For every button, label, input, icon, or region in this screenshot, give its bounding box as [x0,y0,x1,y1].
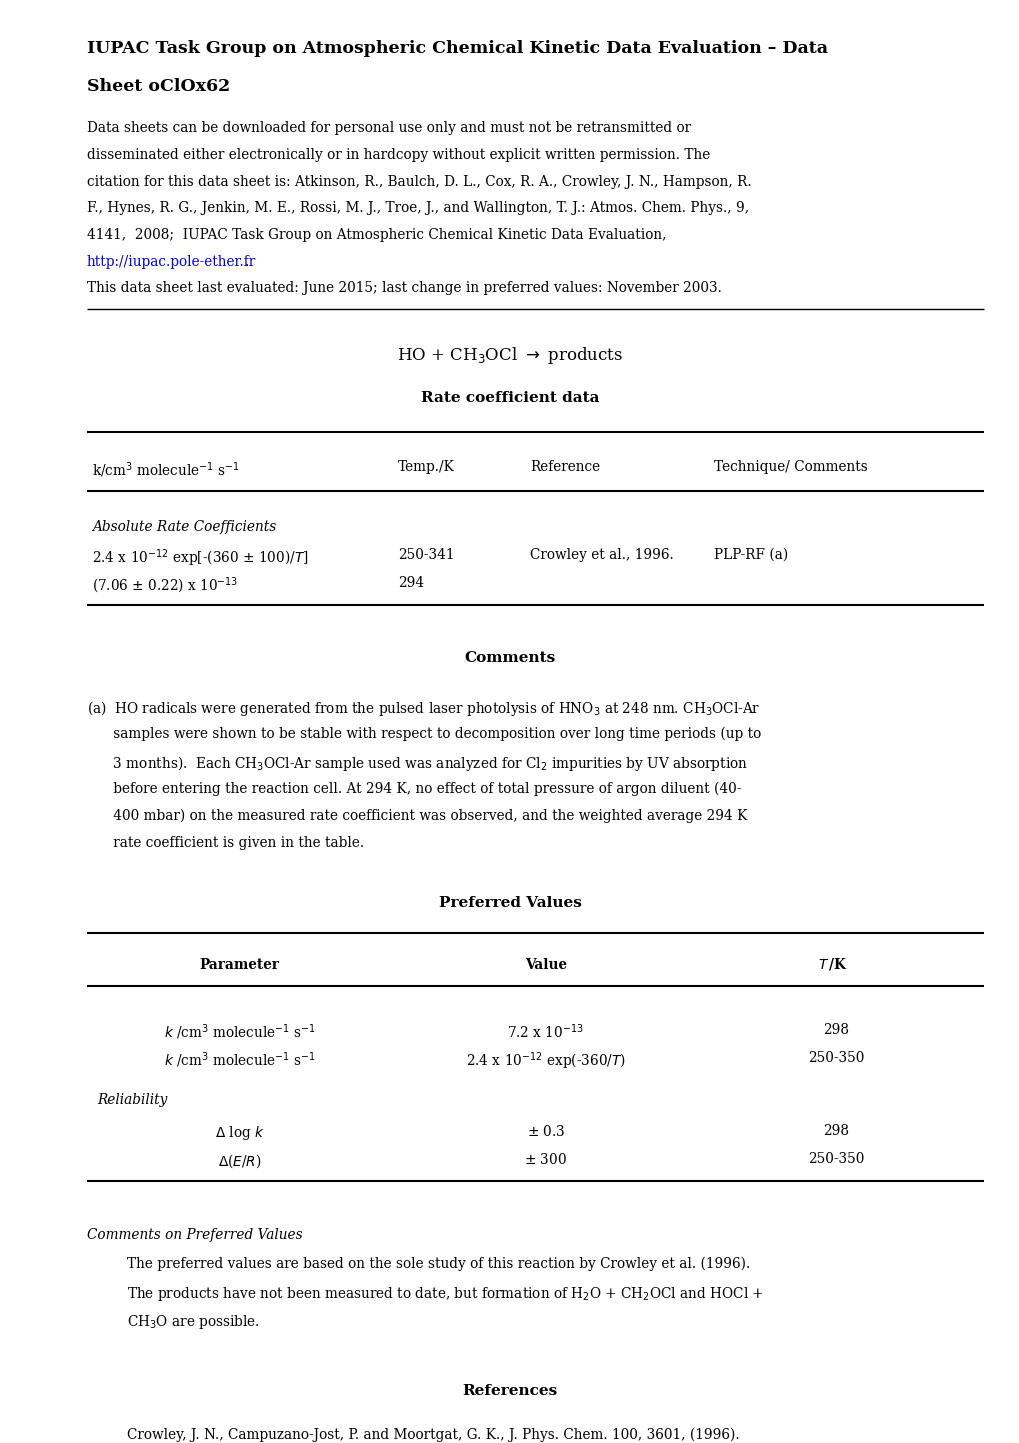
Text: Preferred Values: Preferred Values [438,896,581,909]
Text: $\pm$ 300: $\pm$ 300 [524,1152,567,1167]
Text: $T$: $T$ [817,958,828,971]
Text: 7.2 x 10$^{-13}$: 7.2 x 10$^{-13}$ [506,1023,584,1042]
Text: Temp./K: Temp./K [397,460,454,475]
Text: HO + CH$_3$OCl $\rightarrow$ products: HO + CH$_3$OCl $\rightarrow$ products [396,345,623,367]
Text: References: References [462,1384,557,1398]
Text: $\Delta$($E$/$R$): $\Delta$($E$/$R$) [218,1152,261,1170]
Text: F., Hynes, R. G., Jenkin, M. E., Rossi, M. J., Troe, J., and Wallington, T. J.: : F., Hynes, R. G., Jenkin, M. E., Rossi, … [87,201,748,215]
Text: /K: /K [828,958,846,971]
Text: rate coefficient is given in the table.: rate coefficient is given in the table. [87,837,364,850]
Text: Reference: Reference [530,460,600,475]
Text: $\pm$ 0.3: $\pm$ 0.3 [526,1124,565,1139]
Text: $k$ /cm$^3$ molecule$^{-1}$ s$^{-1}$: $k$ /cm$^3$ molecule$^{-1}$ s$^{-1}$ [164,1023,315,1042]
Text: 2.4 x 10$^{-12}$ exp[-(360 $\pm$ 100)/$T$]: 2.4 x 10$^{-12}$ exp[-(360 $\pm$ 100)/$T… [92,548,308,569]
Text: Absolute Rate Coefficients: Absolute Rate Coefficients [92,519,276,534]
Text: Sheet oClOx62: Sheet oClOx62 [87,78,229,95]
Text: Crowley, J. N., Campuzano-Jost, P. and Moortgat, G. K., J. Phys. Chem. 100, 3601: Crowley, J. N., Campuzano-Jost, P. and M… [127,1427,740,1442]
Text: 4141,  2008;  IUPAC Task Group on Atmospheric Chemical Kinetic Data Evaluation,: 4141, 2008; IUPAC Task Group on Atmosphe… [87,228,665,242]
Text: (a)  HO radicals were generated from the pulsed laser photolysis of HNO$_3$ at 2: (a) HO radicals were generated from the … [87,698,759,717]
Text: .: . [245,254,249,268]
Text: 294: 294 [397,576,424,590]
Text: Crowley et al., 1996.: Crowley et al., 1996. [530,548,674,561]
Text: IUPAC Task Group on Atmospheric Chemical Kinetic Data Evaluation – Data: IUPAC Task Group on Atmospheric Chemical… [87,40,826,58]
Text: disseminated either electronically or in hardcopy without explicit written permi: disseminated either electronically or in… [87,149,709,162]
Text: 298: 298 [822,1124,849,1139]
Text: 250-341: 250-341 [397,548,453,561]
Text: Data sheets can be downloaded for personal use only and must not be retransmitte: Data sheets can be downloaded for person… [87,121,690,136]
Text: before entering the reaction cell. At 294 K, no effect of total pressure of argo: before entering the reaction cell. At 29… [87,781,741,795]
Text: Reliability: Reliability [97,1094,167,1107]
Text: This data sheet last evaluated: June 2015; last change in preferred values: Nove: This data sheet last evaluated: June 201… [87,281,720,296]
Text: (7.06 $\pm$ 0.22) x 10$^{-13}$: (7.06 $\pm$ 0.22) x 10$^{-13}$ [92,576,237,596]
Text: Comments: Comments [464,651,555,665]
Text: 298: 298 [822,1023,849,1036]
Text: PLP-RF (a): PLP-RF (a) [713,548,788,561]
Text: 250-350: 250-350 [807,1152,864,1166]
Text: Parameter: Parameter [200,958,279,971]
Text: Value: Value [524,958,567,971]
Text: 400 mbar) on the measured rate coefficient was observed, and the weighted averag: 400 mbar) on the measured rate coefficie… [87,810,746,823]
Text: 3 months).  Each CH$_3$OCl-Ar sample used was analyzed for Cl$_2$ impurities by : 3 months). Each CH$_3$OCl-Ar sample used… [87,753,747,773]
Text: k/cm$^3$ molecule$^{-1}$ s$^{-1}$: k/cm$^3$ molecule$^{-1}$ s$^{-1}$ [92,460,239,481]
Text: citation for this data sheet is: Atkinson, R., Baulch, D. L., Cox, R. A., Crowle: citation for this data sheet is: Atkinso… [87,175,751,189]
Text: The products have not been measured to date, but formation of H$_2$O + CH$_2$OCl: The products have not been measured to d… [127,1284,763,1303]
Text: http://iupac.pole-ether.fr: http://iupac.pole-ether.fr [87,254,256,268]
Text: 250-350: 250-350 [807,1051,864,1065]
Text: $\Delta$ log $k$: $\Delta$ log $k$ [215,1124,264,1141]
Text: 2.4 x 10$^{-12}$ exp(-360/$T$): 2.4 x 10$^{-12}$ exp(-360/$T$) [466,1051,625,1072]
Text: The preferred values are based on the sole study of this reaction by Crowley et : The preferred values are based on the so… [127,1257,750,1271]
Text: $k$ /cm$^3$ molecule$^{-1}$ s$^{-1}$: $k$ /cm$^3$ molecule$^{-1}$ s$^{-1}$ [164,1051,315,1071]
Text: Technique/ Comments: Technique/ Comments [713,460,867,475]
Text: Rate coefficient data: Rate coefficient data [421,391,599,405]
Text: samples were shown to be stable with respect to decomposition over long time per: samples were shown to be stable with res… [87,726,760,740]
Text: Comments on Preferred Values: Comments on Preferred Values [87,1228,302,1241]
Text: CH$_3$O are possible.: CH$_3$O are possible. [127,1313,260,1330]
